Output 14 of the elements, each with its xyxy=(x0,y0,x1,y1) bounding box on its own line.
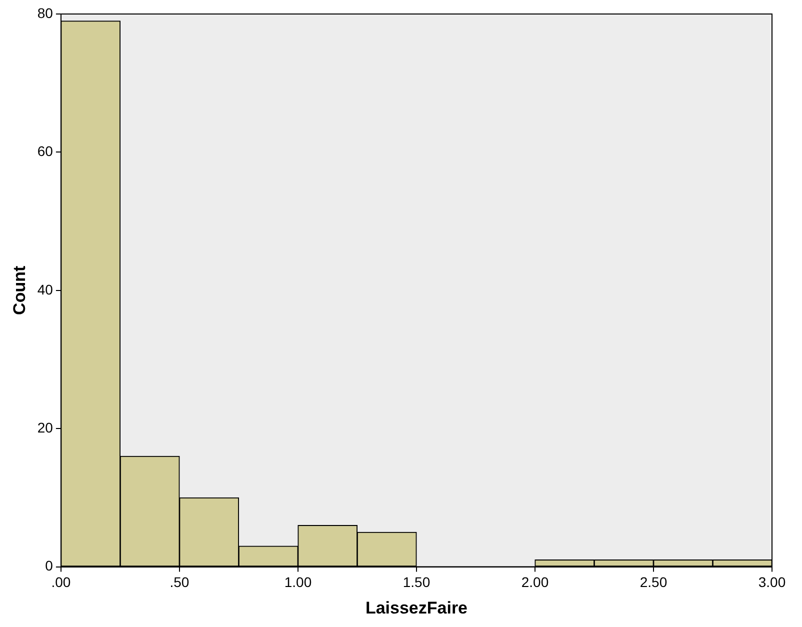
y-axis-title: Count xyxy=(10,266,29,315)
x-tick-label: 3.00 xyxy=(758,574,786,590)
x-tick-label: 1.50 xyxy=(402,574,430,590)
x-tick-label: .00 xyxy=(51,574,71,590)
y-tick-label: 60 xyxy=(37,143,54,160)
x-tick-label: 2.00 xyxy=(521,574,549,590)
x-tick-label: .50 xyxy=(170,574,190,590)
y-tick-label: 40 xyxy=(37,281,54,298)
y-tick-label: 20 xyxy=(37,419,54,436)
x-tick-label: 1.00 xyxy=(284,574,312,590)
y-tick-label: 80 xyxy=(37,4,54,21)
x-tick-label: 2.50 xyxy=(640,574,668,590)
y-tick-label: 0 xyxy=(45,558,54,574)
x-axis-title: LaissezFaire xyxy=(365,598,468,618)
